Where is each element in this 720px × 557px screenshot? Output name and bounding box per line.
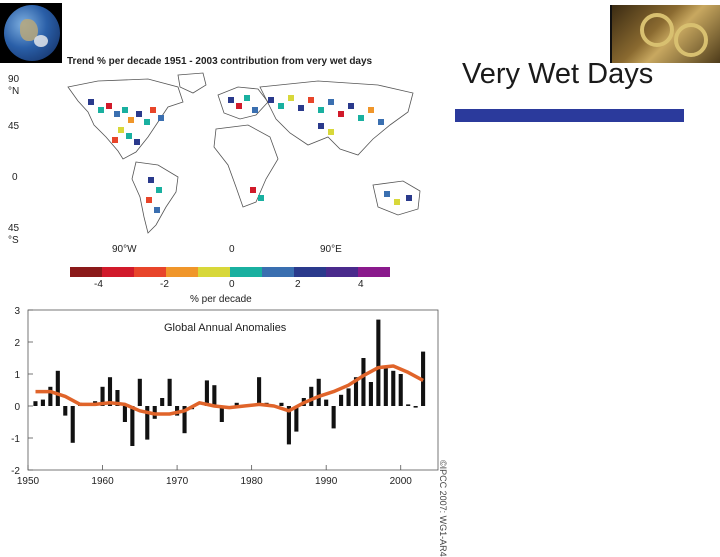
lat-label-45n: 45 bbox=[8, 121, 20, 132]
continent-europe bbox=[217, 86, 269, 120]
anomaly-bar bbox=[33, 401, 38, 406]
colorbar-swatch bbox=[294, 267, 327, 277]
ipcc-watermark: ©IPCC 2007: WG1-AR4 bbox=[438, 460, 448, 557]
colorbar-swatch bbox=[358, 267, 390, 277]
anomaly-bar bbox=[316, 378, 321, 406]
anomaly-bar bbox=[257, 377, 262, 406]
continent-south-america bbox=[131, 161, 179, 234]
colorbar-swatch bbox=[70, 267, 103, 277]
world-map bbox=[67, 72, 421, 234]
chart-title: Global Annual Anomalies bbox=[164, 322, 287, 334]
anomaly-bar bbox=[107, 377, 113, 406]
anomaly-bar bbox=[294, 406, 299, 432]
earth-globe-image bbox=[4, 5, 60, 61]
anomaly-bar bbox=[212, 385, 217, 406]
y-tick-label: -1 bbox=[11, 434, 20, 445]
anomaly-bar bbox=[413, 406, 418, 408]
lat-label-s: °S bbox=[8, 235, 19, 246]
anomaly-bar bbox=[122, 406, 127, 422]
anomaly-bar bbox=[279, 402, 284, 406]
instrument-photo bbox=[610, 5, 720, 63]
lon-label-0: 0 bbox=[229, 244, 235, 255]
anomaly-bar bbox=[346, 388, 351, 406]
anomaly-bar bbox=[219, 406, 224, 422]
anomaly-bar bbox=[368, 382, 373, 406]
y-tick-label: 0 bbox=[14, 402, 20, 413]
colorbar-swatch bbox=[230, 267, 263, 277]
y-tick-label: 2 bbox=[14, 338, 20, 349]
anomaly-bar bbox=[100, 386, 105, 406]
anomaly-bar bbox=[182, 406, 187, 434]
anomaly-bar bbox=[130, 406, 135, 446]
x-tick-label: 1960 bbox=[91, 476, 114, 487]
anomaly-bar bbox=[137, 378, 142, 406]
anomaly-bar bbox=[63, 406, 68, 416]
slide-title: Very Wet Days bbox=[462, 58, 654, 90]
colorbar-tick-neg2: -2 bbox=[160, 279, 169, 290]
colorbar-swatch bbox=[198, 267, 231, 277]
map-data-cells bbox=[88, 95, 412, 213]
anomalies-chart: Global Annual Anomalies -2 -1 0 1 2 3 1950 1960… bbox=[11, 306, 439, 487]
colorbar-swatch bbox=[166, 267, 199, 277]
y-tick-label: 3 bbox=[14, 306, 20, 317]
title-underline-bar bbox=[455, 109, 684, 122]
anomaly-bar bbox=[376, 319, 381, 406]
anomaly-bar bbox=[383, 366, 388, 406]
x-tick-label: 1950 bbox=[17, 476, 40, 487]
y-tick-label: 1 bbox=[14, 370, 20, 381]
continent-north-america bbox=[67, 78, 184, 160]
map-title: Trend % per decade 1951 - 2003 contribut… bbox=[67, 56, 373, 67]
anomaly-bar bbox=[145, 406, 150, 440]
continent-greenland bbox=[177, 72, 207, 94]
colorbar-swatch bbox=[326, 267, 359, 277]
x-tick-label: 1980 bbox=[241, 476, 264, 487]
colorbar-tick-neg4: -4 bbox=[94, 279, 103, 290]
continent-australia bbox=[372, 180, 421, 216]
anomaly-bar bbox=[398, 374, 403, 406]
anomaly-bar bbox=[234, 402, 239, 406]
anomaly-bar bbox=[406, 404, 411, 406]
lat-label-0: 0 bbox=[12, 172, 18, 183]
anomaly-bar bbox=[353, 377, 359, 406]
colorbar-swatch bbox=[262, 267, 295, 277]
anomaly-bar bbox=[324, 399, 329, 406]
x-tick-label: 1990 bbox=[315, 476, 338, 487]
lat-label-45s: 45 bbox=[8, 223, 20, 234]
continent-africa bbox=[213, 124, 279, 208]
colorbar-swatch bbox=[102, 267, 135, 277]
colorbar-tick-0: 0 bbox=[229, 279, 235, 290]
x-tick-label: 1970 bbox=[166, 476, 189, 487]
anomaly-bar bbox=[160, 398, 165, 406]
anomaly-bar bbox=[167, 378, 172, 406]
anomaly-bar bbox=[55, 370, 60, 406]
x-tick-label: 2000 bbox=[390, 476, 413, 487]
anomaly-bar bbox=[361, 358, 366, 406]
anomaly-bar bbox=[40, 399, 45, 406]
plot-frame bbox=[27, 309, 439, 471]
lon-label-90w: 90°W bbox=[112, 244, 137, 255]
anomaly-bar bbox=[70, 406, 75, 443]
colorbar-tick-4: 4 bbox=[358, 279, 364, 290]
anomaly-bar bbox=[204, 380, 209, 406]
colorbar bbox=[70, 267, 390, 277]
anomaly-bar bbox=[339, 394, 344, 406]
y-tick-label: -2 bbox=[11, 466, 20, 477]
anomaly-bar bbox=[286, 406, 291, 445]
smoothed-line bbox=[35, 364, 424, 416]
anomaly-bar bbox=[331, 406, 336, 429]
colorbar-label: % per decade bbox=[190, 294, 252, 305]
anomaly-bar bbox=[48, 386, 53, 406]
lat-label-90: 90 bbox=[8, 74, 20, 85]
lon-label-90e: 90°E bbox=[320, 244, 342, 255]
lat-label-n: °N bbox=[8, 86, 20, 97]
colorbar-tick-2: 2 bbox=[295, 279, 301, 290]
anomaly-bar bbox=[115, 390, 120, 406]
continent-asia bbox=[259, 80, 414, 156]
colorbar-swatch bbox=[134, 267, 167, 277]
anomaly-bar bbox=[391, 370, 396, 406]
anomaly-bar bbox=[309, 386, 314, 406]
